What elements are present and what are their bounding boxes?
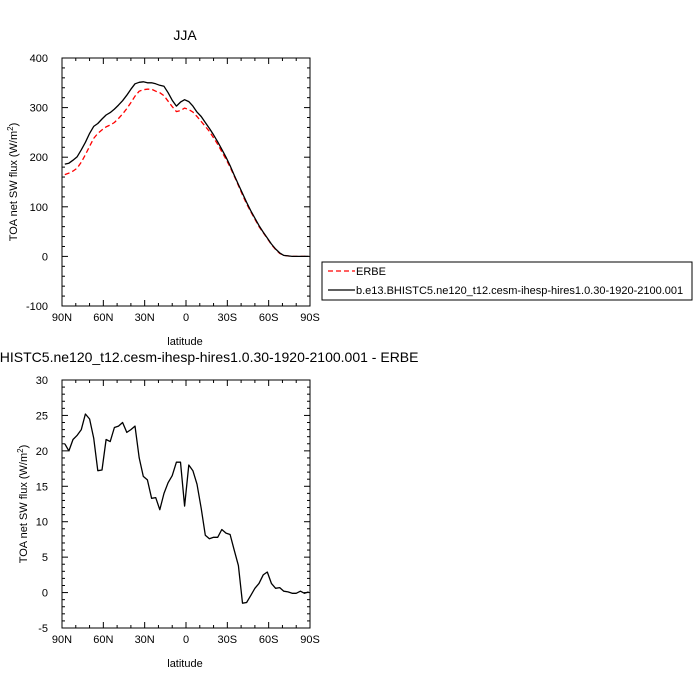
- bottom-plot-lines: [64, 413, 309, 604]
- x-tick-label: 30N: [135, 312, 155, 324]
- series-line-model: [64, 81, 309, 258]
- x-tick-label: 30S: [218, 634, 238, 646]
- top-plot-xlabel: latitude: [167, 336, 202, 348]
- x-tick-label: 90S: [300, 634, 320, 646]
- legend-label-model: b.e13.BHISTC5.ne120_t12.cesm-ihesp-hires…: [356, 285, 683, 297]
- y-tick-label: 100: [30, 202, 48, 214]
- x-tick-label: 60S: [259, 312, 279, 324]
- x-tick-label: 60S: [259, 634, 279, 646]
- y-tick-label: 25: [36, 410, 48, 422]
- bottom-plot-ticks: 90N 60N 30N 0 30S 60S 90S -5 0 5 10 15 20 25 30: [36, 375, 320, 646]
- legend-label-erbe: ERBE: [356, 266, 386, 278]
- x-tick-label: 90S: [300, 312, 320, 324]
- y-tick-label: 0: [42, 251, 48, 263]
- series-line-difference: [64, 413, 309, 604]
- bottom-plot-xlabel: latitude: [167, 658, 202, 670]
- top-plot-ylabel: TOA net SW flux (W/m2): [6, 123, 20, 242]
- x-tick-label: 90N: [52, 312, 72, 324]
- top-plot: JJA 90N 60N 30N 0 30S 60S 90S -100 0 100 200 300 400…: [6, 27, 320, 348]
- y-tick-label: 400: [30, 53, 48, 65]
- x-tick-label: 60N: [93, 634, 113, 646]
- top-plot-ticks: 90N 60N 30N 0 30S 60S 90S -100 0 100 200 300 400: [26, 53, 320, 324]
- x-tick-label: 60N: [93, 312, 113, 324]
- bottom-plot-title: b.e13.BHISTC5.ne120_t12.cesm-ihesp-hires…: [0, 349, 418, 365]
- y-tick-label: -5: [38, 623, 48, 635]
- x-tick-label: 0: [183, 312, 189, 324]
- top-plot-frame: [61, 57, 311, 307]
- bottom-plot-frame: [61, 379, 311, 629]
- x-tick-label: 0: [183, 634, 189, 646]
- x-tick-label: 30S: [218, 312, 238, 324]
- y-tick-label: 5: [42, 552, 48, 564]
- y-tick-label: 10: [36, 517, 48, 529]
- legend: ERBE b.e13.BHISTC5.ne120_t12.cesm-ihesp-…: [321, 261, 693, 301]
- bottom-plot: b.e13.BHISTC5.ne120_t12.cesm-ihesp-hires…: [0, 349, 418, 670]
- series-line-erbe: [64, 88, 309, 258]
- y-tick-label: 15: [36, 481, 48, 493]
- y-tick-label: 0: [42, 588, 48, 600]
- top-plot-lines: [64, 81, 309, 258]
- bottom-plot-ylabel: TOA net SW flux (W/m2): [16, 445, 30, 564]
- y-tick-label: 20: [36, 446, 48, 458]
- y-tick-label: 200: [30, 152, 48, 164]
- y-tick-label: 30: [36, 375, 48, 387]
- top-plot-title: JJA: [173, 27, 197, 43]
- y-tick-label: 300: [30, 103, 48, 115]
- x-tick-label: 90N: [52, 634, 72, 646]
- x-tick-label: 30N: [135, 634, 155, 646]
- legend-box: [321, 261, 693, 301]
- y-tick-label: -100: [26, 301, 48, 313]
